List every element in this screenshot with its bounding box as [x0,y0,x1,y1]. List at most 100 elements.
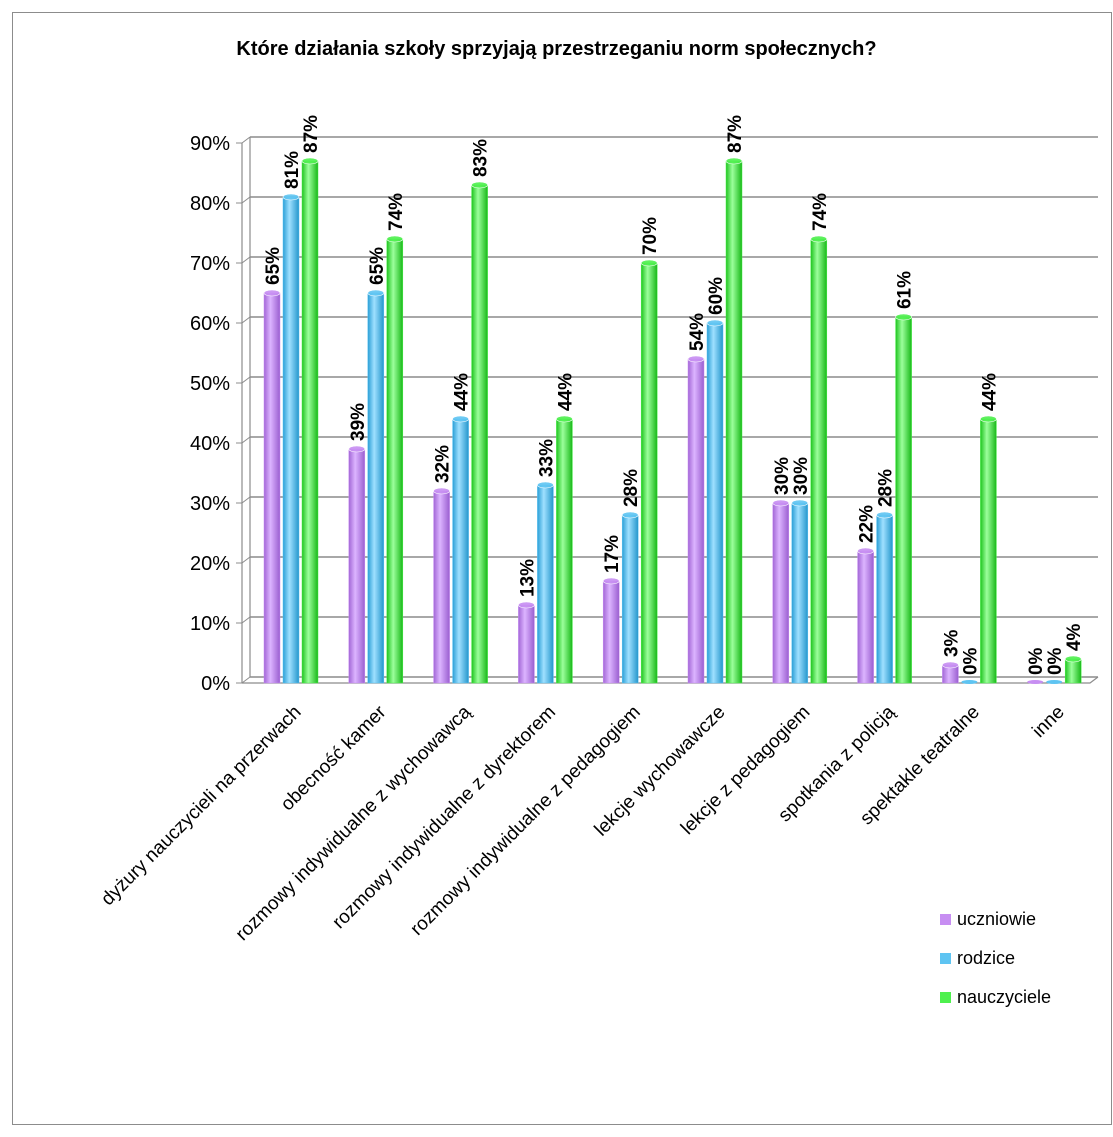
y-tick-label: 30% [190,493,230,515]
bar-top [368,290,384,296]
y-tick-label: 10% [190,613,230,635]
bar-top [283,194,299,200]
bar-nauczyciele [302,158,318,683]
bars [264,158,1081,684]
bar-uczniowie [858,548,874,683]
bar-body [641,263,657,683]
bar-nauczyciele [980,416,996,683]
bar-body [792,503,808,683]
bar-top [707,320,723,326]
value-label: 17% [602,535,623,573]
value-label: 54% [687,313,708,351]
y-tick-label: 70% [190,253,230,275]
bar-body [707,323,723,683]
bar-nauczyciele [556,416,572,683]
bar-top [641,260,657,266]
bar-rodzice [537,482,553,683]
bar-top [858,548,874,554]
bar-body [387,239,403,683]
gridline-diagonal [242,497,250,503]
bar-body [453,419,469,683]
value-label: 39% [348,403,369,441]
bar-rodzice [961,680,977,684]
value-label: 13% [517,559,538,597]
gridline-diagonal [242,317,250,323]
gridline-diagonal [242,377,250,383]
value-label: 65% [367,247,388,285]
legend-label: nauczyciele [957,987,1051,1008]
bar-body [622,515,638,683]
value-labels: 65%81%87%39%65%74%32%44%83%13%33%44%17%2… [263,115,1085,675]
gridline-diagonal [242,137,250,143]
bar-body [773,503,789,683]
gridline-diagonal [242,257,250,263]
bar-top [896,314,912,320]
value-label: 65% [263,247,284,285]
x-tick-label: inne [1028,702,1068,742]
bar-uczniowie [1027,680,1043,684]
bar-rodzice [622,512,638,683]
legend-swatch [940,953,951,964]
y-tick-label: 50% [190,373,230,395]
legend-swatch [940,992,951,1003]
bar-top [472,182,488,188]
bar-body [368,293,384,683]
bar-body [518,605,534,683]
bar-body [980,419,996,683]
value-label: 28% [621,469,642,507]
bar-body [434,491,450,683]
bar-top [518,602,534,608]
bar-top [961,680,977,684]
bar-top [726,158,742,164]
y-tick-label: 90% [190,133,230,155]
bar-uczniowie [434,488,450,683]
y-tick-label: 60% [190,313,230,335]
bar-nauczyciele [811,236,827,683]
value-label: 0% [1045,647,1066,675]
bar-top [537,482,553,488]
bar-body [688,359,704,683]
bar-nauczyciele [1065,656,1081,683]
value-label: 87% [725,115,746,153]
bar-top [811,236,827,242]
x-axis-labels: dyżury nauczycieli na przerwachobecność … [97,701,1068,945]
value-label: 44% [979,373,1000,411]
bar-top [434,488,450,494]
bar-top [1065,656,1081,662]
bar-top [349,446,365,452]
bar-top [980,416,996,422]
value-label: 0% [1026,647,1047,675]
value-label: 74% [810,193,831,231]
bar-body [1065,659,1081,683]
bar-nauczyciele [896,314,912,683]
bar-nauczyciele [472,182,488,683]
bar-rodzice [453,416,469,683]
bar-body [726,161,742,683]
value-label: 61% [895,271,916,309]
bar-top [387,236,403,242]
value-label: 30% [772,457,793,495]
bar-body [858,551,874,683]
value-label: 70% [640,217,661,255]
y-tick-label: 20% [190,553,230,575]
value-label: 44% [555,373,576,411]
value-label: 87% [301,115,322,153]
bar-top [1046,680,1062,684]
legend-item-uczniowie: uczniowie [940,909,1036,930]
value-label: 30% [791,457,812,495]
bar-uczniowie [773,500,789,683]
bar-nauczyciele [726,158,742,683]
bar-top [792,500,808,506]
bar-uczniowie [518,602,534,683]
bar-top [688,356,704,362]
bar-uczniowie [349,446,365,683]
legend-label: rodzice [957,948,1015,969]
value-label: 22% [857,505,878,543]
value-label: 83% [471,139,492,177]
bar-top [302,158,318,164]
bar-nauczyciele [387,236,403,683]
y-tick-label: 80% [190,193,230,215]
bar-top [453,416,469,422]
bar-body [264,293,280,683]
bar-body [283,197,299,683]
